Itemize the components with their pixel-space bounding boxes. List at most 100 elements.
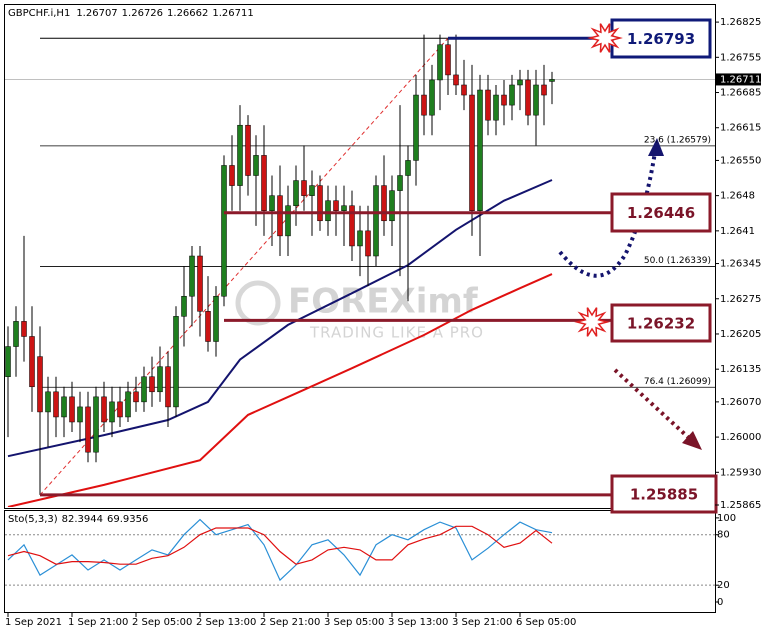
y-tick-label: 1.26825 [720, 17, 761, 28]
candle-body [341, 205, 347, 211]
candle-body [165, 366, 171, 408]
candle-body [397, 175, 403, 191]
starburst [587, 23, 623, 53]
candle-body [69, 396, 75, 423]
moving-average [7, 273, 553, 507]
stochastic-tick-label: 0 [717, 597, 723, 608]
candle-body [5, 346, 11, 377]
stochastic-plot [5, 518, 715, 586]
last-high: 1.26726 [122, 8, 163, 19]
candle-body [517, 79, 523, 86]
level-label: 1.26793 [627, 30, 695, 48]
candle-body [253, 155, 259, 176]
y-tick-label: 1.26070 [720, 397, 761, 408]
candle-body [445, 44, 451, 76]
candle-body [269, 195, 275, 211]
candle-body [333, 200, 339, 211]
up-arrow-head [648, 138, 664, 156]
candle-body [365, 230, 371, 257]
level-label: 1.26446 [627, 204, 695, 222]
last-low: 1.26662 [167, 8, 208, 19]
y-tick-label: 1.2641 [720, 226, 755, 237]
candle-body [493, 94, 499, 121]
stochastic-tick-label: 100 [717, 513, 736, 524]
candle-body [277, 195, 283, 237]
last-open: 1.26707 [76, 8, 117, 19]
y-tick-label: 1.26550 [720, 155, 761, 166]
candle-body [29, 336, 35, 388]
candle-body [141, 376, 147, 403]
x-tick-label: 2 Sep 05:00 [132, 617, 192, 628]
candle-body [149, 376, 155, 393]
candle-body [461, 84, 467, 96]
x-tick-label: 1 Sep 2021 [5, 617, 62, 628]
current-price-tag [716, 73, 761, 86]
candle-body [453, 74, 459, 86]
y-tick-label: 1.26275 [720, 294, 761, 305]
candle-body [45, 391, 51, 413]
candle-body [525, 79, 531, 116]
candle-body [125, 391, 131, 418]
level-label: 1.26232 [627, 315, 695, 333]
y-tick-label: 1.26205 [720, 329, 761, 340]
candle-body [357, 230, 363, 247]
candle-body [213, 295, 219, 342]
candle-body [533, 84, 539, 116]
x-tick-label: 2 Sep 13:00 [196, 617, 256, 628]
candle-body [477, 89, 483, 211]
candle-body [389, 190, 395, 222]
y-tick-label: 1.25865 [720, 500, 761, 511]
candle-body [413, 94, 419, 161]
candle-body [133, 391, 139, 403]
x-tick-label: 3 Sep 21:00 [452, 617, 512, 628]
level-box [610, 474, 718, 514]
candle-body [469, 94, 475, 211]
y-tick-label: 1.26755 [720, 52, 761, 63]
x-tick-label: 2 Sep 21:00 [260, 617, 320, 628]
level-box [610, 303, 712, 343]
candle-body [109, 401, 115, 423]
candle-body [325, 200, 331, 222]
level-box [610, 192, 712, 233]
watermark-brand: FOREXimf [288, 282, 479, 322]
y-tick-label: 1.26000 [720, 432, 761, 443]
candle-body [501, 94, 507, 106]
candle-body [173, 316, 179, 408]
candle-body [117, 401, 123, 418]
candle-body [85, 406, 91, 453]
candle-body [245, 124, 251, 176]
stochastic-label: Sto(5,3,3) [8, 514, 58, 525]
candle-body [189, 255, 195, 297]
stochastic-main-last: 82.3944 [62, 514, 103, 525]
y-tick-label: 1.26345 [720, 259, 761, 270]
candle-body [13, 321, 19, 347]
y-tick-label: 1.2648 [720, 191, 755, 202]
candle-body [101, 396, 107, 423]
y-tick-label: 1.26135 [720, 364, 761, 375]
x-tick-label: 3 Sep 13:00 [388, 617, 448, 628]
candle-body [181, 295, 187, 317]
y-tick-label: 1.26615 [720, 123, 761, 134]
last-close: 1.26711 [212, 8, 253, 19]
candle-body [261, 155, 267, 211]
x-tick-label: 6 Sep 05:00 [516, 617, 576, 628]
candle-body [541, 84, 547, 96]
fib-label: 76.4 (1.26099) [644, 377, 711, 387]
candle-body [197, 255, 203, 312]
candle-body [157, 366, 163, 393]
candle-body [485, 89, 491, 121]
stochastic-tick-label: 80 [717, 530, 730, 541]
y-tick-label: 1.26685 [720, 88, 761, 99]
stochastic-line [7, 525, 553, 565]
candle-body [405, 160, 411, 176]
candle-body [237, 124, 243, 186]
watermark-logo [235, 280, 281, 326]
starburst [574, 307, 610, 337]
header: GBPCHF.i,H1 1.26707 1.26726 1.26662 1.26711 [8, 8, 254, 19]
down-arrow-head [682, 431, 702, 450]
current-price-label: 1.26711 [720, 74, 761, 85]
fib-label: 23.6 (1.26579) [644, 135, 711, 145]
x-tick-label: 1 Sep 21:00 [68, 617, 128, 628]
